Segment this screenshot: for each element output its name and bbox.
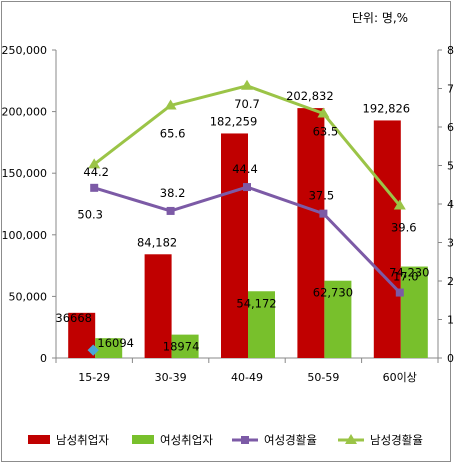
marker-male-rate: [164, 99, 177, 110]
data-label-female-rate: 17.0: [393, 270, 419, 284]
x-axis-tick-label: 15-29: [78, 371, 110, 384]
data-label-male: 192,826: [363, 101, 411, 115]
marker-male-rate: [393, 199, 406, 210]
data-label-female: 18974: [163, 340, 200, 354]
bar-male: [373, 120, 401, 358]
marker-female-rate: [319, 209, 328, 218]
marker-male-rate: [317, 107, 330, 118]
marker-male-rate: [88, 158, 101, 169]
data-label-male-rate: 65.6: [160, 126, 186, 140]
legend-swatch: [28, 435, 50, 444]
data-label-male-rate: 39.6: [391, 221, 417, 235]
left-axis-tick-label: 250,000: [2, 44, 48, 57]
bar-male: [297, 108, 325, 358]
right-axis-tick-label: 20: [447, 275, 454, 288]
bar-male: [221, 133, 248, 358]
right-axis-tick-label: 80: [447, 44, 454, 57]
bar-female: [95, 338, 123, 358]
data-label-male: 36668: [55, 311, 92, 325]
marker-female-rate: [90, 183, 99, 192]
left-axis-tick-label: 150,000: [2, 167, 48, 180]
legend-marker: [241, 436, 249, 444]
right-axis-tick-label: 10: [447, 314, 454, 327]
right-axis-tick-label: 30: [447, 237, 454, 250]
bar-female: [171, 334, 199, 358]
data-label-female-rate: 37.5: [309, 189, 335, 203]
marker-female-rate: [395, 288, 404, 297]
left-axis-tick-label: 50,000: [9, 290, 48, 303]
data-label-female-rate: 38.2: [160, 186, 186, 200]
legend-label: 남성취업자: [56, 433, 109, 447]
bar-female: [324, 280, 352, 358]
x-axis-tick-label: 30-39: [155, 371, 187, 384]
right-axis-tick-label: 70: [447, 83, 454, 96]
bar-male: [144, 254, 172, 358]
unit-note: 단위: 명,%: [352, 11, 408, 25]
x-axis-tick-label: 60이상: [383, 371, 417, 384]
left-axis-tick-label: 100,000: [2, 229, 48, 242]
right-axis-tick-label: 40: [447, 198, 454, 211]
data-label-male-rate: 50.3: [77, 207, 103, 221]
data-label-male-rate: 63.5: [313, 125, 339, 139]
data-label-female-rate: 44.4: [232, 162, 258, 176]
marker-female-rate: [243, 183, 251, 192]
x-axis-tick-label: 40-49: [231, 371, 263, 384]
left-axis-tick-label: 0: [40, 352, 47, 365]
legend-marker: [345, 434, 357, 444]
bar-female: [400, 266, 428, 358]
data-label-female: 54,172: [236, 296, 276, 310]
marker-male-rate: [241, 79, 253, 90]
legend-label: 남성경활율: [370, 433, 423, 447]
right-axis-tick-label: 0: [447, 352, 454, 365]
data-label-male: 182,259: [210, 114, 258, 128]
right-axis-tick-label: 60: [447, 121, 454, 134]
legend-label: 여성경활율: [264, 433, 317, 447]
x-axis-tick-label: 50-59: [307, 371, 339, 384]
data-label-female-rate: 44.2: [83, 165, 109, 179]
data-label-female: 62,730: [313, 286, 353, 300]
legend-swatch: [132, 435, 154, 444]
data-label-male: 202,832: [286, 89, 334, 103]
data-label-female: 16094: [97, 336, 134, 350]
right-axis-tick-label: 50: [447, 160, 454, 173]
left-axis-tick-label: 200,000: [2, 106, 48, 119]
marker-female-rate: [166, 206, 175, 215]
data-label-female: 74,230: [389, 266, 429, 280]
bar-female: [248, 291, 275, 358]
data-label-male-rate: 70.7: [234, 97, 260, 111]
legend-label: 여성취업자: [160, 433, 213, 447]
data-label-male: 84,182: [137, 235, 177, 249]
